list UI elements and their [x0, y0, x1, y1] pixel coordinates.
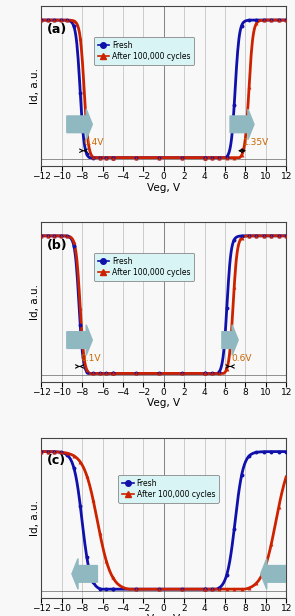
Legend: Fresh, After 100,000 cycles: Fresh, After 100,000 cycles	[94, 37, 194, 65]
X-axis label: Veg, V: Veg, V	[147, 399, 180, 408]
Y-axis label: Id, a.u.: Id, a.u.	[30, 284, 40, 320]
Text: 0.1V: 0.1V	[81, 354, 101, 363]
FancyArrow shape	[67, 325, 92, 355]
Text: (a): (a)	[46, 23, 67, 36]
X-axis label: Veg, V: Veg, V	[147, 182, 180, 193]
Y-axis label: Id, a.u.: Id, a.u.	[30, 500, 40, 535]
FancyArrow shape	[72, 559, 97, 589]
FancyArrow shape	[67, 109, 92, 140]
Legend: Fresh, After 100,000 cycles: Fresh, After 100,000 cycles	[118, 475, 219, 503]
FancyArrow shape	[230, 109, 254, 140]
X-axis label: Veg, V: Veg, V	[147, 614, 180, 616]
Text: 0.4V: 0.4V	[83, 138, 104, 147]
FancyArrow shape	[261, 559, 286, 589]
Text: (c): (c)	[46, 455, 65, 468]
Text: 0.6V: 0.6V	[231, 354, 252, 363]
Legend: Fresh, After 100,000 cycles: Fresh, After 100,000 cycles	[94, 253, 194, 281]
Y-axis label: Id, a.u.: Id, a.u.	[30, 68, 40, 104]
Text: 1.35V: 1.35V	[243, 138, 269, 147]
FancyArrow shape	[222, 325, 238, 355]
Text: (b): (b)	[46, 238, 67, 251]
